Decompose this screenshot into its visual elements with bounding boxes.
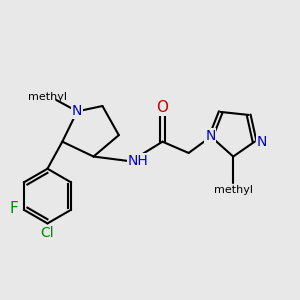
Text: NH: NH: [128, 154, 148, 168]
Text: O: O: [157, 100, 169, 115]
Text: N: N: [256, 135, 267, 149]
Text: N: N: [205, 129, 215, 143]
Text: F: F: [10, 201, 19, 216]
Text: Cl: Cl: [40, 226, 54, 240]
Text: methyl: methyl: [214, 185, 253, 195]
Text: N: N: [72, 104, 83, 118]
Text: methyl: methyl: [28, 92, 67, 102]
